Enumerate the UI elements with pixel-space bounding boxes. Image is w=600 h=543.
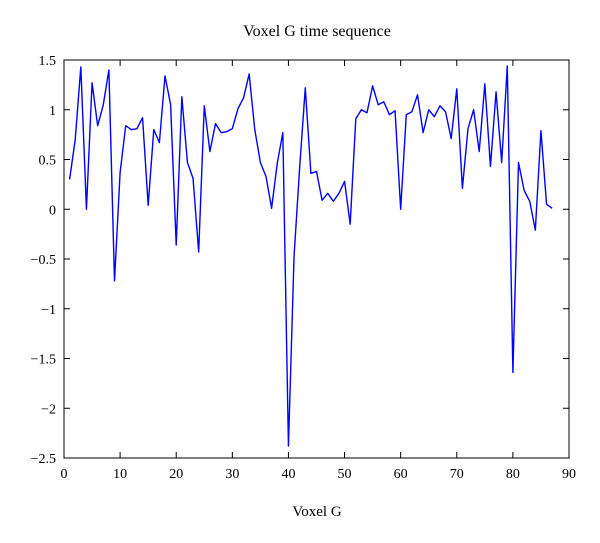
chart-title: Voxel G time sequence — [243, 23, 391, 40]
x-tick-label: 0 — [61, 467, 68, 482]
y-tick-label: 1 — [49, 104, 56, 119]
x-tick-label: 10 — [113, 467, 127, 482]
x-tick-label: 50 — [338, 467, 352, 482]
x-tick-label: 80 — [506, 467, 520, 482]
y-tick-label: 0 — [49, 203, 56, 218]
y-tick-label: −2.5 — [31, 452, 56, 467]
y-tick-label: −1.5 — [31, 353, 56, 368]
y-axis: −2.5 −2 −1.5 −1 −0.5 0 0.5 1 1.5 — [31, 54, 569, 467]
y-tick-label: 1.5 — [39, 54, 57, 69]
y-tick-label: −0.5 — [31, 253, 56, 268]
x-axis-label: Voxel G — [292, 504, 341, 520]
x-tick-label: 30 — [225, 467, 239, 482]
x-axis: 0 10 20 30 40 50 60 70 80 90 — [61, 60, 576, 482]
y-tick-label: −2 — [41, 402, 56, 417]
x-tick-label: 60 — [394, 467, 408, 482]
y-tick-label: 0.5 — [39, 154, 57, 169]
x-tick-label: 20 — [169, 467, 183, 482]
x-tick-label: 70 — [450, 467, 464, 482]
series-line — [68, 65, 553, 447]
y-tick-label: −1 — [41, 303, 56, 318]
x-tick-label: 90 — [562, 467, 576, 482]
x-tick-label: 40 — [281, 467, 295, 482]
plot-area — [63, 59, 570, 459]
